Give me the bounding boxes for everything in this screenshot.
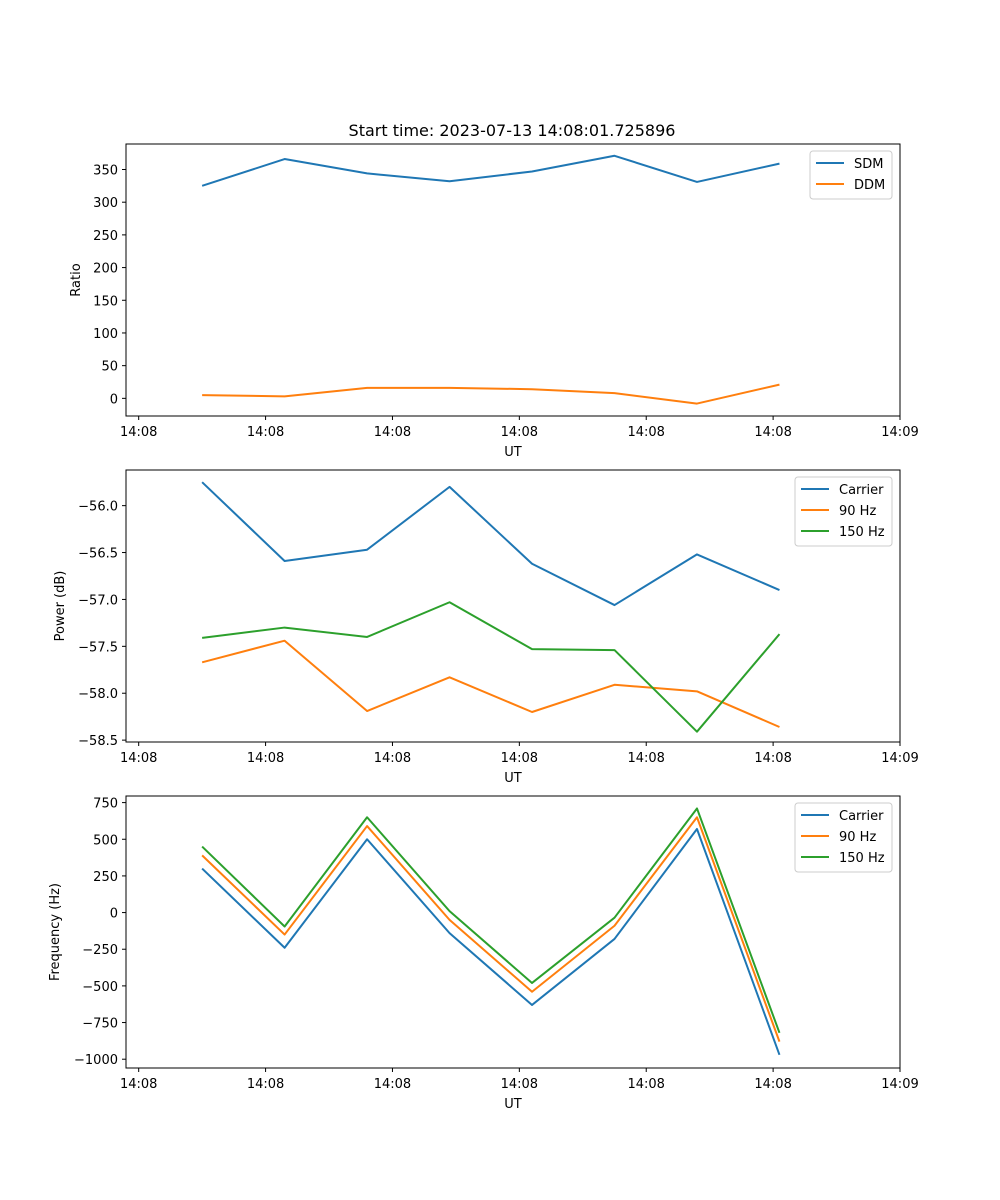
x-tick-label: 14:08 [501, 751, 538, 766]
y-tick-label: −250 [82, 943, 118, 958]
y-tick-label: 500 [93, 833, 118, 848]
x-tick-label: 14:08 [627, 1077, 664, 1092]
legend-label: DDM [854, 178, 885, 193]
y-tick-label: 350 [93, 164, 118, 179]
x-tick-label: 14:08 [374, 1077, 411, 1092]
x-tick-label: 14:08 [501, 425, 538, 440]
axes-frame [125, 795, 901, 1069]
series-line-ddm [202, 383, 780, 405]
y-tick-label: 250 [93, 870, 118, 885]
x-axis-label: UT [504, 771, 522, 786]
axes-frame [125, 469, 901, 743]
axes-frame [125, 143, 901, 417]
y-tick-label: −58.5 [78, 734, 118, 749]
legend-box [794, 802, 893, 873]
legend-label: 150 Hz [839, 525, 885, 540]
x-tick-label: 14:08 [247, 751, 284, 766]
y-tick-label: −58.0 [78, 687, 118, 702]
y-tick-label: −57.5 [78, 640, 118, 655]
series-line-carrier [201, 481, 780, 607]
charts: 14:08 14:08 14:08 14:08 14:08 14:08 14:09 0 50 10… [48, 143, 919, 1112]
legend-box [794, 476, 893, 547]
y-tick-label: −56.0 [78, 500, 118, 515]
series-line-150-hz [202, 601, 781, 733]
series-line-150-hz [201, 807, 781, 1034]
legend-label: 90 Hz [839, 504, 876, 519]
y-tick-label: −56.5 [78, 547, 118, 562]
legend-label: Carrier [839, 809, 884, 824]
y-axis-label: Power (dB) [53, 571, 68, 642]
y-tick-label: 150 [93, 294, 118, 309]
y-tick-label: 0 [110, 907, 118, 922]
x-tick-label: 14:08 [754, 751, 791, 766]
y-tick-label: −500 [82, 980, 118, 995]
y-tick-label: 300 [93, 196, 118, 211]
x-tick-label: 14:08 [247, 1077, 284, 1092]
legend-label: SDM [854, 157, 883, 172]
x-tick-label: 14:08 [120, 1077, 157, 1092]
y-tick-label: 200 [93, 262, 118, 277]
x-tick-label: 14:09 [881, 751, 918, 766]
chart-panel-2: 14:08 14:08 14:08 14:08 14:08 14:08 14:09 −56.0… [53, 469, 919, 786]
y-tick-label: 250 [93, 229, 118, 244]
x-tick-label: 14:09 [881, 425, 918, 440]
x-axis-label: UT [504, 1097, 522, 1112]
y-tick-label: −1000 [74, 1053, 118, 1068]
y-tick-label: −57.0 [78, 593, 118, 608]
x-tick-label: 14:08 [120, 425, 157, 440]
legend-label: 150 Hz [839, 851, 885, 866]
y-axis-label: Frequency (Hz) [48, 883, 63, 981]
y-tick-label: −750 [82, 1017, 118, 1032]
y-tick-label: 0 [110, 392, 118, 407]
x-tick-label: 14:08 [627, 425, 664, 440]
x-axis-label: UT [504, 445, 522, 460]
x-tick-label: 14:08 [374, 425, 411, 440]
y-tick-label: 750 [93, 797, 118, 812]
x-tick-label: 14:08 [754, 1077, 791, 1092]
y-tick-label: 50 [101, 360, 118, 375]
series-line-90-hz [201, 639, 780, 728]
x-tick-label: 14:08 [627, 751, 664, 766]
x-tick-label: 14:08 [501, 1077, 538, 1092]
x-tick-label: 14:08 [247, 425, 284, 440]
legend-label: 90 Hz [839, 830, 876, 845]
series-line-sdm [201, 154, 780, 187]
chart-panel-1: 14:08 14:08 14:08 14:08 14:08 14:08 14:09 0 50 10… [69, 143, 919, 460]
x-tick-label: 14:09 [881, 1077, 918, 1092]
chart-panel-3: 14:08 14:08 14:08 14:08 14:08 14:08 14:09 750 50… [48, 795, 919, 1112]
y-axis-label: Ratio [69, 263, 84, 296]
x-tick-label: 14:08 [374, 751, 411, 766]
legend-label: Carrier [839, 483, 884, 498]
x-tick-label: 14:08 [120, 751, 157, 766]
series-line-90-hz [201, 816, 781, 1042]
series-line-carrier [201, 827, 781, 1056]
figure-title: Start time: 2023-07-13 14:08:01.725896 [349, 121, 676, 140]
x-tick-label: 14:08 [754, 425, 791, 440]
y-tick-label: 100 [93, 327, 118, 342]
